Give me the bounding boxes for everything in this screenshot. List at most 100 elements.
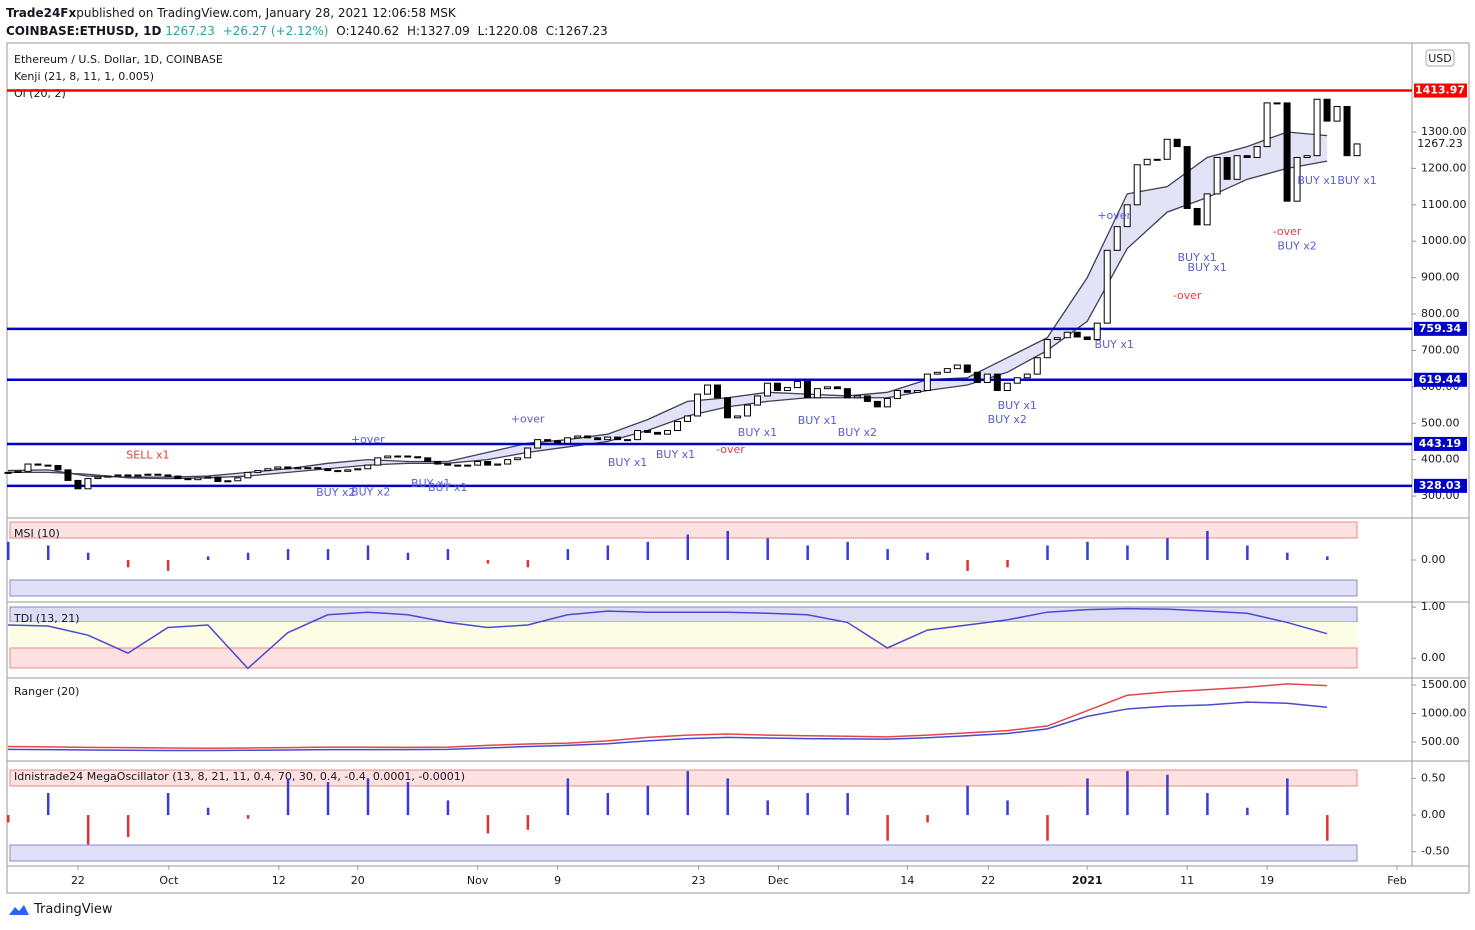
y-tick-label: 900.00	[1421, 271, 1460, 284]
level-tag	[1414, 372, 1467, 387]
chart-title: Ethereum / U.S. Dollar, 1D, COINBASE	[14, 53, 223, 66]
bar	[486, 560, 490, 564]
ribbon-line	[7, 131, 1328, 478]
pane-title: Idnistrade24 MegaOscillator (13, 8, 21, …	[14, 770, 465, 783]
candle	[384, 455, 392, 459]
candle	[1173, 138, 1181, 148]
bar	[446, 549, 450, 560]
annotation: -over	[716, 443, 745, 456]
candle	[34, 463, 42, 466]
bar	[406, 552, 410, 560]
bar	[126, 815, 130, 838]
annotation: BUY x1	[1337, 174, 1376, 187]
candle	[723, 397, 731, 419]
band	[9, 579, 1358, 597]
line	[7, 683, 1328, 750]
y-tick-label: 1300.00	[1421, 125, 1467, 138]
candle	[963, 364, 971, 373]
candle	[484, 460, 492, 466]
y-tick-label: 700.00	[1421, 343, 1460, 356]
level-tag	[1414, 83, 1467, 98]
candle	[1013, 377, 1021, 384]
bar	[1286, 552, 1289, 560]
candle	[134, 474, 142, 477]
bar	[326, 549, 330, 560]
bar	[206, 807, 210, 816]
band	[9, 844, 1358, 862]
close: C:1267.23	[545, 24, 608, 38]
candle	[474, 460, 482, 466]
change: +26.27 (+2.12%)	[222, 24, 329, 38]
candle	[763, 382, 771, 397]
bar	[1166, 774, 1169, 816]
candle	[544, 439, 552, 442]
candle	[853, 395, 861, 399]
bar	[846, 541, 849, 560]
y-tick-label: 1.00	[1421, 600, 1446, 613]
bar	[846, 793, 849, 816]
footer: TradingView	[8, 902, 113, 917]
candle	[44, 464, 52, 467]
candle	[1213, 156, 1221, 195]
candle	[214, 476, 222, 483]
candle	[284, 466, 292, 470]
bar	[1086, 778, 1089, 816]
level-tag	[1414, 436, 1467, 451]
candle	[14, 470, 22, 473]
candle	[1333, 106, 1341, 122]
candle	[334, 470, 342, 473]
bar	[726, 530, 729, 560]
candle	[364, 464, 372, 470]
candle	[394, 455, 402, 458]
candle	[1143, 158, 1151, 166]
candle	[254, 470, 262, 473]
candle	[644, 430, 652, 433]
candle	[1153, 158, 1161, 161]
candle	[314, 467, 322, 470]
bar	[1286, 778, 1289, 816]
bar	[126, 560, 130, 568]
logo	[9, 904, 29, 915]
x-tick-label: 2021	[1072, 874, 1103, 887]
annotation: BUY x1	[1297, 174, 1336, 187]
line	[7, 607, 1328, 670]
bar	[86, 815, 90, 845]
annotation: BUY x2	[351, 485, 390, 498]
candle	[324, 468, 332, 472]
bar	[1046, 815, 1049, 841]
candle	[274, 466, 282, 470]
bar	[806, 793, 809, 816]
y-tick-label: 400.00	[1421, 453, 1460, 466]
bar	[6, 815, 10, 823]
candle	[1323, 98, 1331, 122]
candle	[1343, 106, 1351, 157]
candle	[1313, 98, 1321, 157]
candle	[84, 478, 92, 490]
candle	[1263, 102, 1271, 148]
brand: TradingView	[34, 902, 113, 917]
currency-box[interactable]	[1425, 49, 1455, 67]
y-tick-label: 1000.00	[1421, 234, 1467, 247]
bar	[806, 545, 809, 560]
band	[10, 622, 1357, 648]
indicator-label: Kenji (21, 8, 11, 1, 0.005)	[14, 70, 154, 83]
bar	[46, 545, 50, 560]
candle	[54, 464, 62, 471]
candle	[374, 457, 382, 466]
candle	[584, 435, 592, 439]
line	[7, 701, 1328, 752]
candle	[883, 398, 891, 408]
bar	[926, 552, 929, 560]
annotation: +over	[351, 433, 385, 446]
candle	[194, 477, 202, 481]
y-tick-label: 0.50	[1421, 771, 1446, 784]
annotation: BUY x2	[988, 413, 1027, 426]
y-tick-label: -0.50	[1421, 845, 1449, 858]
candle	[1073, 331, 1081, 338]
candle	[504, 459, 512, 465]
bar	[326, 782, 330, 816]
candle	[953, 364, 961, 370]
x-tick-label: 9	[554, 874, 561, 887]
candle	[933, 371, 941, 375]
candle	[803, 380, 811, 399]
